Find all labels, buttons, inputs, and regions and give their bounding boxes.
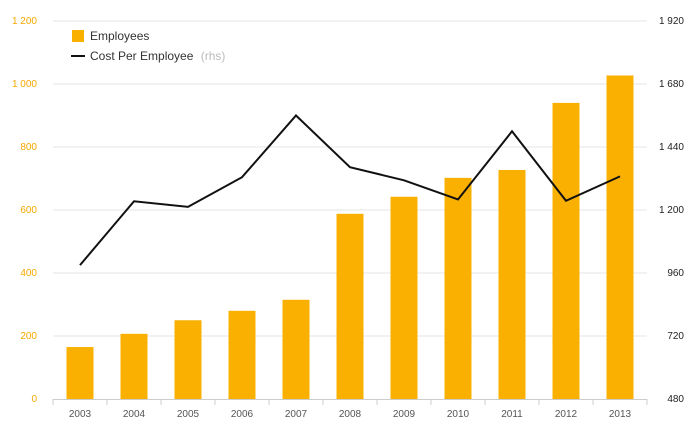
x-tick-label-2011: 2011 xyxy=(501,409,523,420)
x-axis: 2003 2004 2005 2006 2007 2008 2009 2010 2011 2012… xyxy=(52,399,648,420)
bar-employees-2005 xyxy=(174,320,202,399)
x-tick-label-2004: 2004 xyxy=(123,409,146,420)
bar-employees-2009 xyxy=(390,196,418,399)
bar-employees-2008 xyxy=(336,213,364,399)
x-tick-label-2007: 2007 xyxy=(285,409,308,420)
right-tick-label: 960 xyxy=(667,268,684,279)
legend-swatch-employees xyxy=(72,30,84,42)
employee-bars xyxy=(66,75,634,400)
bar-employees-2010 xyxy=(444,177,472,399)
legend-label-employees: Employees xyxy=(90,29,149,43)
bar-employees-2013 xyxy=(606,75,634,400)
left-tick-label: 800 xyxy=(20,142,37,153)
x-tick-label-2013: 2013 xyxy=(609,409,632,420)
bar-employees-2006 xyxy=(228,310,256,399)
left-axis: 0 200 400 600 800 1 000 1 200 xyxy=(12,16,37,405)
legend-label-cost-main: Cost Per Employee xyxy=(90,49,194,63)
right-tick-label: 480 xyxy=(667,394,684,405)
right-tick-label: 1 200 xyxy=(659,205,684,216)
x-tick-label-2012: 2012 xyxy=(555,409,578,420)
legend-label-cost-suffix: (rhs) xyxy=(201,49,226,63)
gridlines xyxy=(53,20,647,337)
right-axis: 480 720 960 1 200 1 440 1 680 1 920 xyxy=(659,16,684,405)
right-tick-label: 1 440 xyxy=(659,142,684,153)
legend: Employees Cost Per Employee (rhs) xyxy=(71,29,225,63)
x-tick-label-2006: 2006 xyxy=(231,409,254,420)
cost-per-employee-line xyxy=(79,114,621,266)
left-tick-label: 1 000 xyxy=(12,79,37,90)
left-tick-label: 1 200 xyxy=(12,16,37,27)
right-tick-label: 1 920 xyxy=(659,16,684,27)
x-tick-label-2010: 2010 xyxy=(447,409,470,420)
left-tick-label: 400 xyxy=(20,268,37,279)
x-tick-label-2009: 2009 xyxy=(393,409,416,420)
bar-employees-2007 xyxy=(282,299,310,399)
line-cost-per-employee xyxy=(79,114,621,266)
x-tick-label-2005: 2005 xyxy=(177,409,200,420)
x-tick-label-2003: 2003 xyxy=(69,409,92,420)
bar-employees-2004 xyxy=(120,333,148,399)
right-tick-label: 1 680 xyxy=(659,79,684,90)
left-tick-label: 600 xyxy=(20,205,37,216)
left-tick-label: 200 xyxy=(20,331,37,342)
bar-employees-2012 xyxy=(552,102,580,400)
legend-label-cost-per-employee: Cost Per Employee (rhs) xyxy=(90,49,225,63)
right-tick-label: 720 xyxy=(667,331,684,342)
left-tick-label: 0 xyxy=(31,394,37,405)
bar-employees-2011 xyxy=(498,169,526,399)
x-tick-label-2008: 2008 xyxy=(339,409,362,420)
bar-employees-2003 xyxy=(66,347,94,399)
